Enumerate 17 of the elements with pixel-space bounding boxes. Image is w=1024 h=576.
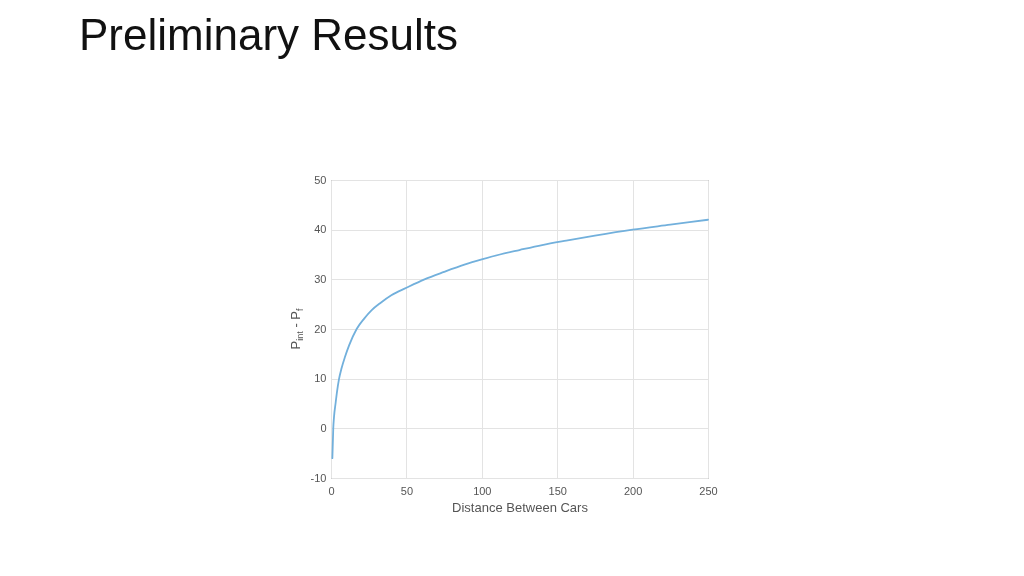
x-tick-label: 150	[548, 484, 567, 497]
x-tick-label: 0	[328, 484, 335, 497]
y-tick-label: 0	[320, 421, 327, 434]
x-tick-label: 100	[473, 484, 492, 497]
y-tick-label: 20	[314, 322, 327, 335]
y-tick-label: 50	[314, 173, 327, 186]
x-axis-title: Distance Between Cars	[452, 499, 589, 515]
x-tick-label: 50	[400, 484, 414, 497]
y-tick-label: 30	[314, 272, 327, 285]
y-axis-title: Pint - Pf	[288, 308, 305, 350]
y-tick-label: 40	[314, 223, 327, 236]
y-tick-label: -10	[310, 471, 327, 484]
x-tick-label: 200	[623, 484, 643, 497]
chart-title: Preliminary Results	[79, 10, 458, 59]
line-series	[331, 218, 709, 460]
y-tick-label: 10	[314, 372, 327, 385]
x-tick-label: 250	[699, 484, 718, 497]
